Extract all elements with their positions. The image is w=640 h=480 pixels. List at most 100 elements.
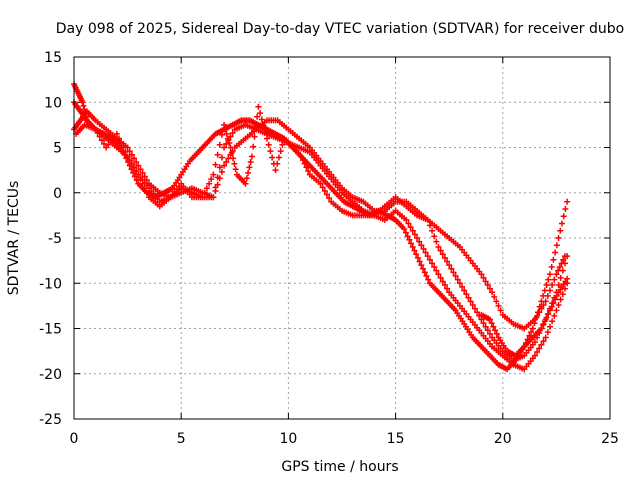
- data-point: [133, 177, 140, 184]
- data-point: [416, 258, 423, 265]
- data-point: [411, 231, 418, 238]
- data-point: [536, 309, 543, 316]
- x-tick-label: 0: [70, 431, 79, 447]
- data-point: [559, 291, 566, 298]
- data-point: [224, 135, 231, 142]
- data-point: [536, 345, 543, 352]
- data-point: [223, 140, 230, 147]
- data-point: [441, 282, 448, 289]
- data-point: [223, 158, 230, 165]
- data-point: [558, 260, 565, 267]
- data-point: [469, 301, 476, 308]
- data-point: [542, 334, 549, 341]
- data-point: [486, 316, 493, 323]
- data-point: [557, 274, 564, 281]
- x-tick-label: 15: [387, 431, 405, 447]
- data-point: [529, 325, 536, 332]
- data-point: [444, 285, 451, 292]
- data-point: [414, 254, 421, 261]
- data-point: [446, 262, 453, 269]
- data-point: [133, 158, 140, 165]
- data-point: [216, 141, 223, 148]
- data-point: [265, 141, 272, 148]
- data-point: [246, 164, 253, 171]
- data-point: [493, 298, 500, 305]
- data-point: [553, 271, 560, 278]
- data-point: [214, 151, 221, 158]
- data-point: [546, 307, 553, 314]
- data-point: [484, 282, 491, 289]
- data-points: [71, 81, 571, 373]
- data-point: [303, 164, 310, 171]
- data-point: [435, 244, 442, 251]
- data-point: [555, 282, 562, 289]
- data-point: [113, 130, 120, 137]
- data-point: [550, 256, 557, 263]
- data-point: [222, 126, 229, 133]
- data-point: [491, 293, 498, 300]
- data-point: [247, 158, 254, 165]
- data-point: [212, 161, 219, 168]
- data-point: [420, 265, 427, 272]
- data-point: [413, 251, 420, 258]
- data-point: [558, 220, 565, 227]
- data-point: [201, 189, 208, 196]
- data-point: [404, 233, 411, 240]
- data-point: [230, 155, 237, 162]
- data-point: [548, 263, 555, 270]
- data-point: [252, 123, 259, 130]
- data-point: [298, 153, 305, 160]
- data-point: [474, 309, 481, 316]
- data-point: [319, 184, 326, 191]
- data-point: [118, 139, 125, 146]
- data-point: [422, 249, 429, 256]
- data-point: [128, 151, 135, 158]
- data-point: [425, 276, 432, 283]
- data-point: [92, 126, 99, 133]
- data-point: [277, 148, 284, 155]
- data-point: [143, 177, 150, 184]
- data-point: [441, 254, 448, 261]
- data-point: [545, 276, 552, 283]
- data-point: [130, 169, 137, 176]
- data-point: [218, 168, 225, 175]
- data-point: [317, 180, 324, 187]
- data-point: [553, 242, 560, 249]
- data-point: [551, 312, 558, 319]
- data-point: [429, 260, 436, 267]
- data-point: [544, 292, 551, 299]
- x-tick-label: 5: [177, 431, 186, 447]
- data-point: [255, 103, 262, 110]
- data-point: [409, 244, 416, 251]
- data-point: [482, 278, 489, 285]
- data-point: [424, 253, 431, 260]
- data-point: [454, 276, 461, 283]
- data-point: [490, 323, 497, 330]
- data-point: [492, 327, 499, 334]
- data-point: [556, 263, 563, 270]
- data-point: [542, 298, 549, 305]
- data-point: [101, 140, 108, 147]
- data-point: [471, 305, 478, 312]
- data-point: [250, 143, 257, 150]
- data-point: [326, 195, 333, 202]
- data-point: [543, 314, 550, 321]
- x-tick-label: 10: [279, 431, 297, 447]
- data-point: [408, 240, 415, 247]
- data-point: [448, 265, 455, 272]
- data-point: [526, 332, 533, 339]
- data-point: [541, 318, 548, 325]
- data-point: [478, 271, 485, 278]
- data-point: [214, 174, 221, 181]
- data-point: [538, 325, 545, 332]
- data-point: [203, 185, 210, 192]
- data-point: [546, 271, 553, 278]
- data-point: [467, 298, 474, 305]
- data-point: [546, 287, 553, 294]
- data-point: [405, 220, 412, 227]
- data-point: [267, 148, 274, 155]
- data-point: [272, 167, 279, 174]
- data-point: [263, 135, 270, 142]
- data-point: [301, 160, 308, 167]
